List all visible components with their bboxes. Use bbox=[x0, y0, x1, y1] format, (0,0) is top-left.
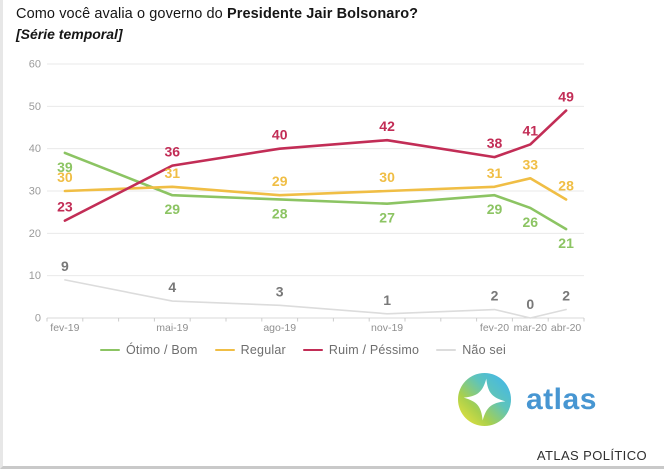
data-point-label: 33 bbox=[523, 156, 539, 172]
legend-item: Ótimo / Bom bbox=[100, 343, 198, 357]
data-point-label: 41 bbox=[523, 122, 539, 138]
legend-swatch bbox=[302, 348, 323, 352]
y-axis-tick-label: 10 bbox=[29, 270, 41, 282]
legend-item: Não sei bbox=[436, 343, 506, 357]
data-point-label: 29 bbox=[272, 173, 288, 189]
series-line bbox=[63, 177, 568, 201]
legend-item: Ruim / Péssimo bbox=[302, 343, 420, 357]
data-point-label: 30 bbox=[379, 169, 395, 185]
data-point-label: 31 bbox=[165, 165, 181, 181]
chart-title-bold: Presidente Jair Bolsonaro? bbox=[226, 6, 419, 22]
atlas-logo-icon bbox=[458, 373, 511, 426]
data-point-label: 2 bbox=[562, 288, 570, 304]
data-point-label: 4 bbox=[168, 279, 176, 295]
data-point-label: 0 bbox=[526, 296, 534, 312]
y-axis-tick-label: 40 bbox=[29, 143, 41, 155]
x-axis-tick-label: fev-20 bbox=[480, 322, 509, 334]
chart-subtitle: [Série temporal] bbox=[16, 26, 123, 42]
data-point-label: 40 bbox=[272, 127, 288, 143]
chart-legend: Ótimo / Bom Regular Ruim / Péssimo Não sei bbox=[3, 341, 603, 359]
x-axis-tick-label: mai-19 bbox=[156, 322, 188, 334]
series-line bbox=[64, 279, 567, 319]
data-point-label: 42 bbox=[379, 118, 395, 134]
data-point-label: 36 bbox=[165, 144, 181, 160]
x-axis-tick-label: abr-20 bbox=[551, 322, 582, 334]
data-point-label: 23 bbox=[57, 199, 73, 215]
data-point-label: 9 bbox=[61, 258, 69, 274]
data-point-label: 49 bbox=[558, 89, 574, 105]
x-axis-tick-label: fev-19 bbox=[50, 322, 79, 334]
legend-item: Regular bbox=[214, 343, 286, 357]
x-axis-tick-label: mar-20 bbox=[514, 322, 547, 334]
data-point-label: 29 bbox=[165, 201, 181, 217]
data-point-label: 27 bbox=[379, 210, 395, 226]
y-axis-tick-label: 0 bbox=[35, 313, 41, 325]
chart-title: Como você avalia o governo do Presidente… bbox=[16, 6, 418, 22]
y-axis-tick-label: 30 bbox=[29, 186, 41, 198]
data-point-label: 21 bbox=[558, 235, 574, 251]
data-point-label: 3 bbox=[276, 283, 284, 299]
data-point-label: 1 bbox=[383, 292, 391, 308]
legend-label: Regular bbox=[240, 343, 286, 357]
atlas-logo-text: atlas bbox=[526, 382, 597, 416]
compass-star-icon bbox=[463, 378, 506, 421]
data-point-label: 38 bbox=[487, 135, 503, 151]
legend-label: Não sei bbox=[462, 343, 506, 357]
y-axis-tick-label: 50 bbox=[29, 101, 41, 113]
data-point-label: 26 bbox=[523, 214, 539, 230]
legend-swatch bbox=[214, 348, 235, 352]
data-point-label: 39 bbox=[57, 159, 73, 175]
legend-label: Ruim / Péssimo bbox=[328, 343, 420, 357]
data-point-label: 28 bbox=[558, 177, 574, 193]
data-point-label: 31 bbox=[487, 165, 503, 181]
data-point-label: 29 bbox=[487, 201, 503, 217]
data-point-label: 30 bbox=[57, 169, 73, 185]
data-point-label: 2 bbox=[491, 288, 499, 304]
series-line bbox=[63, 151, 568, 231]
y-axis-tick-label: 20 bbox=[29, 228, 41, 240]
legend-swatch bbox=[100, 348, 120, 352]
legend-label: Ótimo / Bom bbox=[126, 343, 198, 357]
chart-title-regular: Como você avalia o governo do bbox=[16, 6, 227, 22]
series-line bbox=[63, 109, 568, 222]
legend-swatch bbox=[436, 348, 457, 352]
atlas-logo: atlas bbox=[458, 373, 597, 426]
footer-brand-text: ATLAS POLÍTICO bbox=[536, 448, 647, 463]
y-axis-tick-label: 60 bbox=[29, 59, 41, 71]
data-point-label: 28 bbox=[272, 205, 288, 221]
x-axis-tick-label: ago-19 bbox=[263, 322, 296, 334]
x-axis-tick-label: nov-19 bbox=[371, 322, 403, 334]
